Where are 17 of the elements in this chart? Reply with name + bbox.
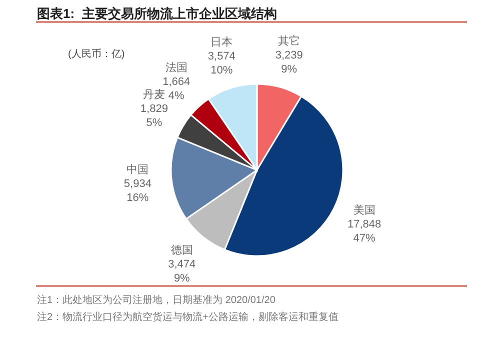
slice-label: 日本 <box>210 35 233 48</box>
text: 注1：此处地区为公司注册地，日期基准为 2020/01/20 <box>37 294 276 306</box>
text: (人民币：亿) <box>68 48 125 60</box>
slice-label: 法国 <box>165 61 188 74</box>
text: 注2：物流行业口径为航空货运与物流+公路运输，剔除客运和重复值 <box>37 311 338 323</box>
data-label: 3,574 10% <box>208 50 236 76</box>
slice-label: 其它 <box>278 34 300 48</box>
slice-label: 丹麦 <box>143 88 166 102</box>
data-label: 3,474 9% <box>168 258 196 285</box>
slice-label: 美国 <box>353 204 376 217</box>
slice-label: 中国 <box>126 162 149 176</box>
data-label: 17,848 47% <box>347 218 382 245</box>
data-label: 5,934 16% <box>124 178 152 204</box>
data-label: 3,239 9% <box>275 49 303 76</box>
data-label: 1,829 5% <box>140 103 168 130</box>
chart-title: 图表1: 主要交易所物流上市企业区域结构 <box>37 6 277 21</box>
slice-label: 德国 <box>170 244 193 257</box>
